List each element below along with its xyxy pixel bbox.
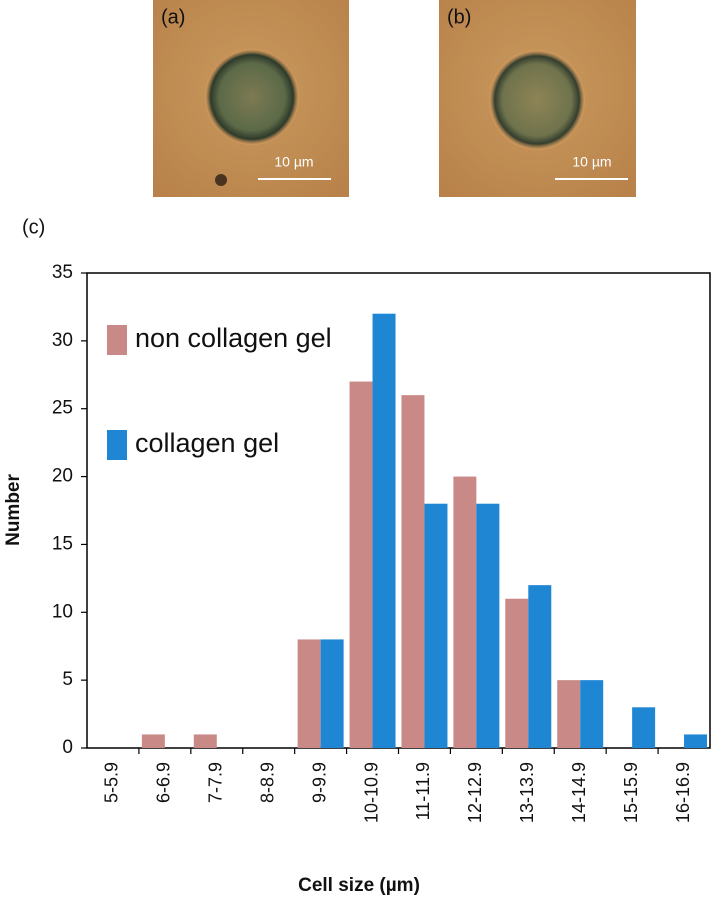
y-axis-title: Number (3, 474, 24, 546)
scale-text: 10 µm (274, 154, 313, 170)
legend-label: collagen gel (135, 428, 279, 458)
legend-label: non collagen gel (135, 323, 332, 353)
y-tick-label: 20 (52, 466, 73, 487)
x-tick-label: 9-9.9 (309, 762, 329, 803)
panel-label: (b) (447, 6, 471, 28)
x-tick-label: 15-15.9 (621, 762, 641, 823)
bar (476, 503, 500, 748)
bar (632, 707, 656, 748)
bar (505, 598, 529, 748)
x-axis-title: Cell size (µm) (298, 875, 420, 896)
y-tick-label: 30 (52, 330, 73, 351)
bar (424, 503, 448, 748)
bar (349, 381, 373, 748)
panel-a: (a) 10 µm (153, 0, 349, 197)
scale-text: 10 µm (572, 154, 611, 170)
x-tick-label: 8-8.9 (257, 762, 277, 803)
y-tick-label: 15 (52, 533, 73, 554)
bar (401, 395, 425, 748)
y-tick-label: 35 (52, 262, 73, 283)
bar (320, 639, 344, 748)
debris (215, 174, 227, 186)
panel-b: (b) 10 µm (439, 0, 636, 197)
bar (453, 476, 477, 748)
panel-label: (c) (22, 216, 45, 238)
bar (141, 734, 165, 748)
bar (372, 313, 396, 748)
x-tick-label: 10-10.9 (361, 762, 381, 823)
x-tick-label: 12-12.9 (465, 762, 485, 823)
bar (528, 585, 552, 748)
bar (684, 734, 708, 748)
y-tick-label: 5 (62, 669, 73, 690)
x-tick-label: 13-13.9 (517, 762, 537, 823)
cell (205, 49, 299, 145)
bar (557, 680, 581, 748)
legend-swatch (107, 325, 127, 355)
x-tick-label: 16-16.9 (673, 762, 693, 823)
y-tick-label: 10 (52, 601, 73, 622)
x-tick-label: 11-11.9 (413, 762, 433, 820)
x-tick-label: 6-6.9 (154, 762, 174, 803)
y-tick-label: 25 (52, 398, 73, 419)
cell (489, 50, 585, 150)
x-tick-label: 14-14.9 (569, 762, 589, 823)
bar (297, 639, 321, 748)
y-tick-label: 0 (62, 737, 73, 758)
legend-swatch (107, 430, 127, 460)
bar (193, 734, 217, 748)
x-tick-label: 5-5.9 (102, 762, 122, 803)
x-tick-label: 7-7.9 (206, 762, 226, 803)
bar (580, 680, 604, 748)
panel-label: (a) (161, 6, 185, 28)
